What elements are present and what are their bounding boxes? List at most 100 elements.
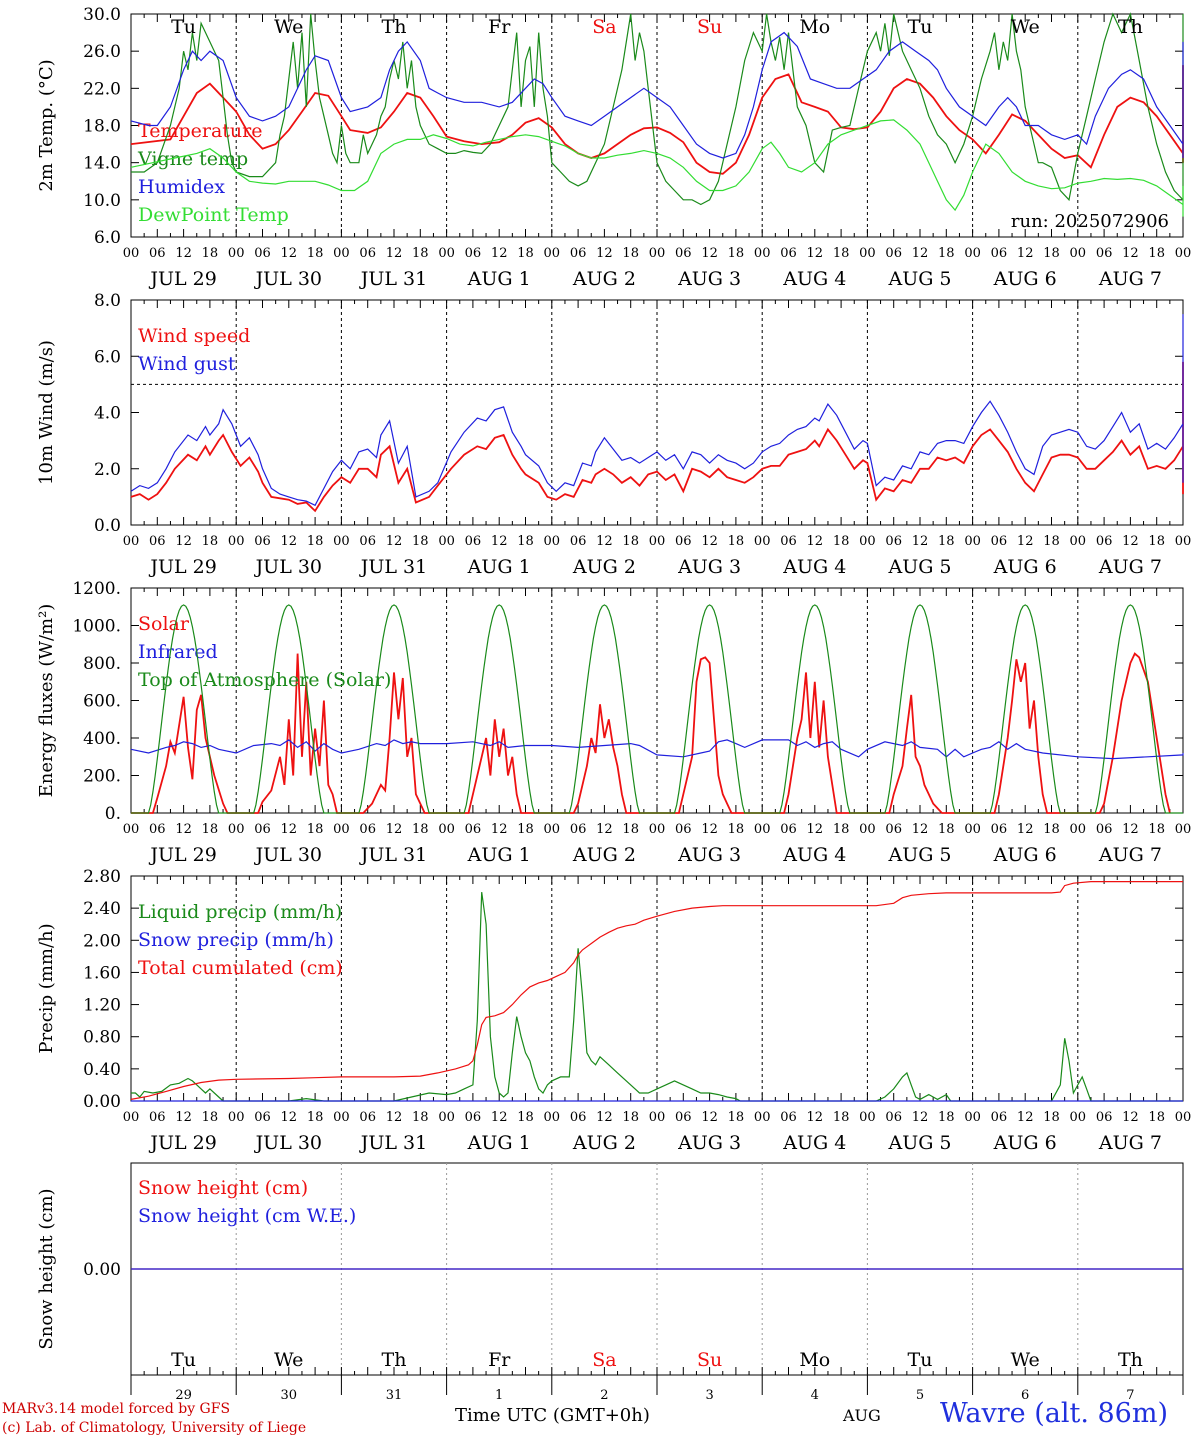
y-tick-label: 6.0: [94, 228, 121, 248]
hour-label: 12: [1017, 534, 1034, 549]
day-name-label: Th: [1118, 1349, 1143, 1371]
day-name-label: We: [274, 1349, 303, 1371]
precip-panel: 0.00 0.40 0.80 1.20 1.60 2.00 2.40 2.80 Precip (…: [36, 867, 1191, 1154]
hour-label: 12: [807, 822, 824, 837]
day-number-label: 7: [1126, 1388, 1134, 1403]
hour-label: 00: [333, 246, 350, 261]
day-name-label: We: [1011, 1349, 1040, 1371]
hour-label: 00: [1175, 1110, 1192, 1125]
hour-label: 18: [517, 534, 534, 549]
hour-label: 12: [281, 822, 298, 837]
hour-label: 00: [859, 822, 876, 837]
hour-label: 18: [833, 822, 850, 837]
hour-label: 12: [912, 246, 929, 261]
hour-label: 00: [544, 1110, 561, 1125]
series-line-temperature: [130, 65, 1184, 175]
hour-label: 18: [517, 822, 534, 837]
date-label: AUG 3: [677, 844, 741, 866]
hour-label: 00: [1175, 822, 1192, 837]
y-tick-label: 10.0: [83, 191, 121, 211]
date-label: AUG 5: [887, 1132, 951, 1154]
hour-label: 00: [859, 246, 876, 261]
date-label: AUG 6: [993, 1132, 1057, 1154]
date-label: JUL 29: [148, 844, 216, 866]
plot-frame: [130, 587, 1184, 814]
hour-label: 06: [149, 246, 166, 261]
y-tick-label: 0.80: [83, 1028, 121, 1048]
hour-label: 06: [675, 534, 692, 549]
lab-credit: (c) Lab. of Climatology, University of L…: [2, 1420, 307, 1436]
legend-item: Infrared: [138, 641, 218, 663]
hour-label: 18: [728, 534, 745, 549]
y-tick-label: 0.40: [83, 1060, 121, 1080]
y-tick-label: 1.60: [83, 963, 121, 983]
hour-label: 18: [833, 246, 850, 261]
hour-label: 18: [622, 822, 639, 837]
hour-label: 00: [333, 1110, 350, 1125]
y-tick-label: 30.0: [83, 5, 121, 25]
y-tick-label: 22.0: [83, 79, 121, 99]
y-axis-label: Energy fluxes (W/m²): [36, 604, 57, 798]
y-axis-label: 2m Temp. (°C): [36, 59, 57, 191]
date-label: AUG 7: [1098, 844, 1162, 866]
hour-label: 18: [728, 1110, 745, 1125]
date-label: AUG 3: [677, 556, 741, 578]
date-label: AUG 1: [467, 1132, 531, 1154]
legend-item: Snow precip (mm/h): [138, 929, 334, 951]
date-label: JUL 30: [254, 844, 322, 866]
hour-label: 06: [1096, 534, 1113, 549]
hour-label: 00: [859, 534, 876, 549]
hour-label: 06: [991, 534, 1008, 549]
legend-item: Solar: [138, 613, 190, 635]
y-tick-label: 2.80: [83, 867, 121, 887]
day-name-label: Mo: [799, 16, 830, 38]
day-number-label: 29: [175, 1388, 192, 1403]
hour-label: 12: [491, 1110, 508, 1125]
day-name-label: Tu: [171, 16, 196, 38]
hour-label: 00: [228, 534, 245, 549]
hour-label: 06: [885, 246, 902, 261]
hour-label: 06: [780, 246, 797, 261]
hour-label: 06: [149, 822, 166, 837]
day-name-label: Tu: [171, 1349, 196, 1371]
date-label: AUG 7: [1098, 556, 1162, 578]
hour-label: 18: [833, 1110, 850, 1125]
date-label: AUG 5: [887, 556, 951, 578]
date-label: JUL 30: [254, 556, 322, 578]
hour-label: 00: [1070, 534, 1087, 549]
hour-label: 00: [859, 1110, 876, 1125]
hour-label: 06: [465, 822, 482, 837]
hour-label: 12: [281, 246, 298, 261]
day-name-label: Mo: [799, 1349, 830, 1371]
date-label: AUG 6: [993, 844, 1057, 866]
hour-label: 00: [964, 822, 981, 837]
hour-label: 00: [544, 246, 561, 261]
hour-label: 12: [1017, 822, 1034, 837]
hour-label: 06: [675, 1110, 692, 1125]
hour-label: 18: [728, 822, 745, 837]
legend-item: Snow height (cm W.E.): [138, 1205, 356, 1227]
hour-label: 18: [412, 822, 429, 837]
y-axis-label: Precip (mm/h): [36, 923, 57, 1053]
date-label: AUG 1: [467, 556, 531, 578]
legend-item: Top of Atmosphere (Solar): [138, 669, 391, 691]
plot-frame: [130, 299, 1184, 526]
hour-label: 00: [649, 1110, 666, 1125]
hour-label: 18: [202, 534, 219, 549]
hour-label: 18: [1043, 822, 1060, 837]
hour-label: 00: [1070, 246, 1087, 261]
hour-label: 00: [544, 534, 561, 549]
hour-label: 00: [1175, 534, 1192, 549]
hour-label: 18: [517, 1110, 534, 1125]
hour-label: 18: [1043, 1110, 1060, 1125]
hour-label: 12: [596, 1110, 613, 1125]
hour-label: 12: [1122, 246, 1139, 261]
hour-label: 00: [964, 246, 981, 261]
hour-label: 00: [1175, 246, 1192, 261]
hour-label: 12: [596, 822, 613, 837]
hour-label: 18: [307, 246, 324, 261]
hour-label: 18: [622, 534, 639, 549]
hour-label: 12: [1122, 1110, 1139, 1125]
hour-label: 00: [438, 534, 455, 549]
